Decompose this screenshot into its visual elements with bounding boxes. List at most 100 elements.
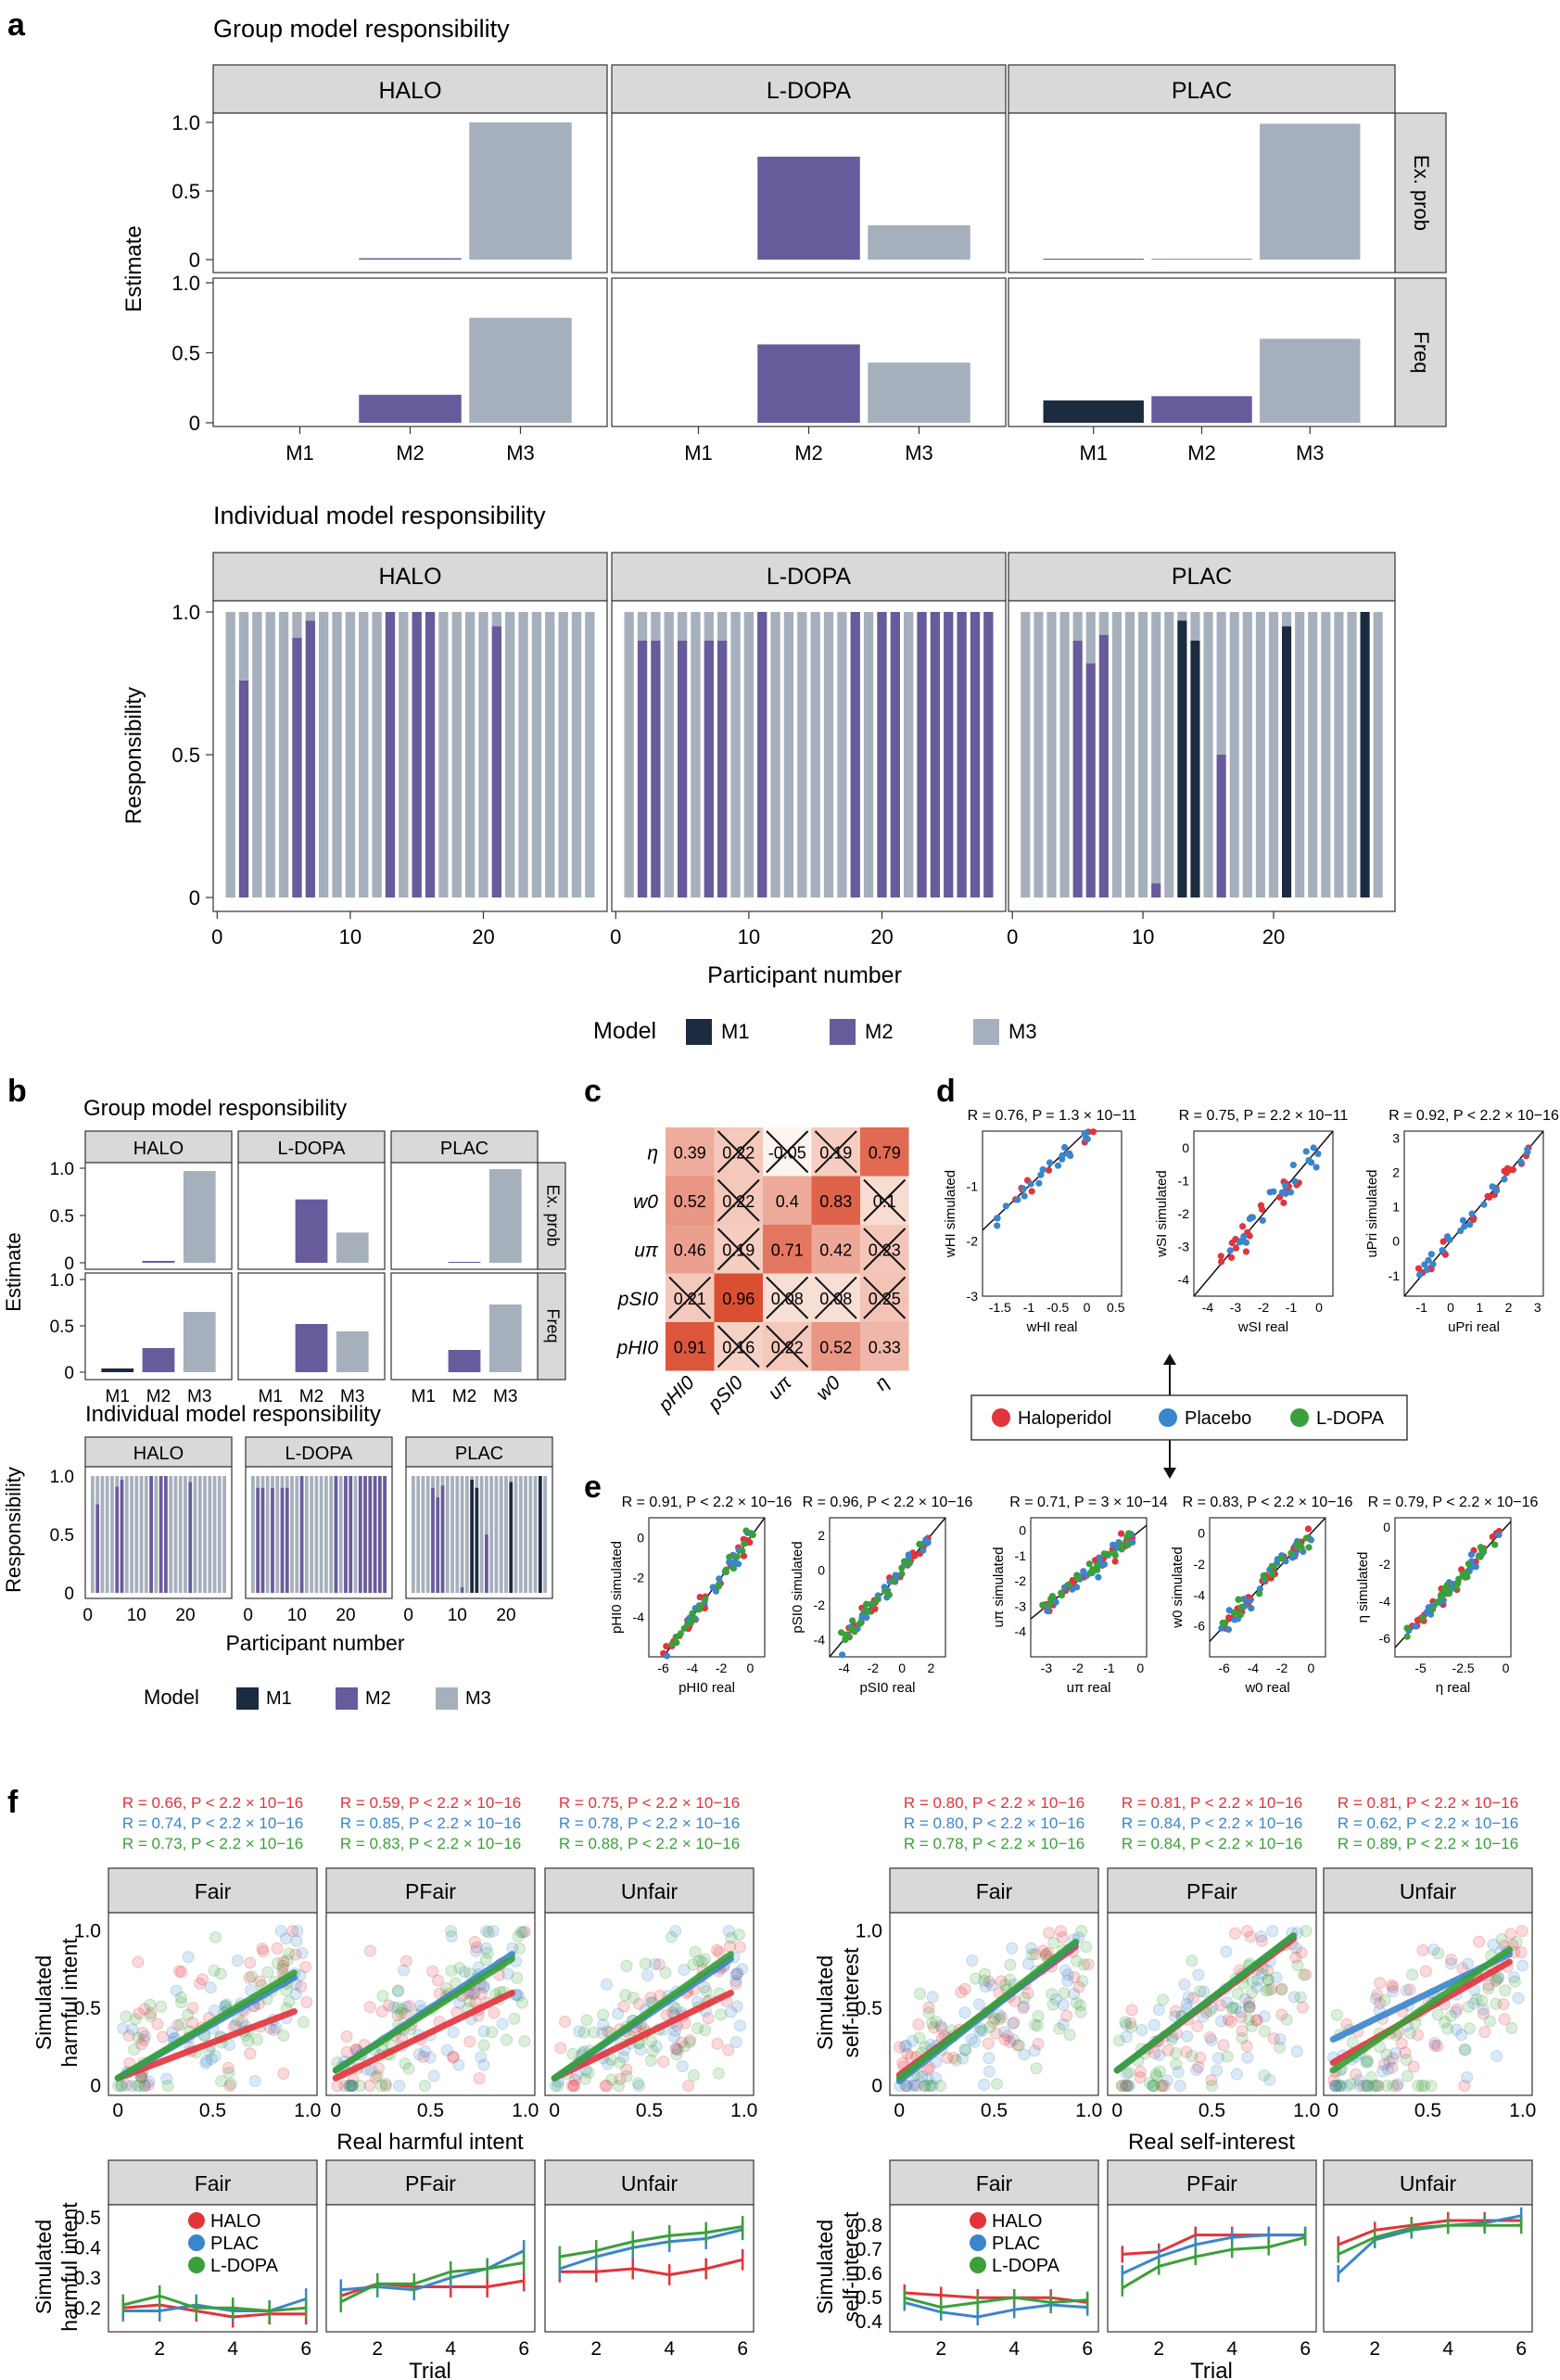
bar-b-L-DOPA-p8-M3 (285, 1476, 289, 1488)
f-self-point (1025, 1948, 1038, 1961)
f-harm-point (565, 2080, 578, 2093)
f-harm-point (383, 1999, 396, 2012)
bar-L-DOPA-p8-M3 (717, 612, 728, 641)
f-self-point (1182, 1991, 1195, 2004)
heat-row-label: pSI0 (617, 1289, 659, 1310)
f-harm-point (601, 2025, 614, 2038)
bar-b-L-DOPA-p28-M2 (383, 1476, 387, 1593)
heat-value: 0.79 (869, 1143, 901, 1162)
e2-ylabel: uπ simulated (991, 1546, 1007, 1627)
f-harm-point (619, 1989, 632, 2002)
bar-L-DOPA-p3-M3 (651, 612, 661, 641)
f-harm-point (267, 2023, 280, 2036)
bar-b-L-DOPA-Ex. prob-M2 (295, 1199, 328, 1263)
f-harm-point (276, 1963, 289, 1976)
strip-L-DOPA (611, 64, 1007, 114)
f-self-trial-legend-dot-1 (970, 2234, 986, 2251)
bar-PLAC-p24-M3 (1321, 612, 1331, 897)
e2-point-plac (1080, 1568, 1087, 1575)
f-self-point (934, 2080, 947, 2093)
f-self-stat-PFair-0: R = 0.81, P < 2.2 × 10−16 (1122, 1794, 1302, 1812)
f-harm-fit-2 (332, 1955, 515, 2074)
f-harm-fit-2 (114, 1969, 298, 2081)
bar-HALO-p25-M3 (545, 612, 555, 897)
f-self-point (1032, 2010, 1045, 2023)
f-self-trial-ytick: 0.5 (856, 2287, 882, 2309)
bar-PLAC-p14-M3 (1190, 612, 1200, 641)
f-self-point (1221, 2050, 1234, 2063)
f-harm-point (331, 2080, 344, 2093)
e4-point-plac (1467, 1551, 1476, 1559)
f-self-point (1197, 2010, 1210, 2023)
ytick-label: 0.5 (171, 342, 200, 365)
f-harm-point (644, 2055, 657, 2068)
e0-xtick: -2 (716, 1661, 728, 1675)
f-self-point (1058, 1987, 1071, 2000)
f-self-point (1018, 1992, 1031, 2005)
f-self-fit-2 (1329, 1946, 1513, 2074)
f-self-point (1056, 1931, 1069, 1944)
f-harm-point (363, 2080, 376, 2093)
b-row-freq (537, 1272, 566, 1381)
f-harm-point (300, 1995, 313, 2008)
f-harm-point (558, 2016, 571, 2029)
bar-L-DOPA-p7-M3 (704, 612, 714, 641)
bar-b-L-DOPA-p2-M3 (256, 1476, 260, 1488)
bar-b-L-DOPA-p12-M3 (304, 1476, 309, 1593)
f-self-point (1266, 1925, 1279, 1938)
bar-b-L-DOPA-p17-M3 (329, 1476, 334, 1593)
f-harm-point (215, 2075, 228, 2088)
f-self-point (1120, 2068, 1133, 2081)
f-self-point (1333, 2080, 1346, 2093)
f-self-trial-line-HALO (904, 2291, 1088, 2304)
f-harm-point (734, 2019, 747, 2032)
f-harm-point (496, 2017, 509, 2030)
f-self-point (1462, 2001, 1475, 2014)
heat-value: 0.46 (674, 1241, 706, 1259)
f-harm-point (696, 1955, 709, 1968)
f-self-trial-legend-label-0: HALO (992, 2211, 1042, 2232)
f-self-trial-strip-label-Unfair: Unfair (1400, 2171, 1457, 2195)
f-self-point (1082, 1958, 1095, 1971)
f-harm-point (687, 1958, 700, 1971)
f-harm-point (447, 2050, 460, 2063)
f-harm-point (634, 2043, 647, 2055)
f-self-point (1258, 2010, 1271, 2023)
f-harm-point (297, 2016, 310, 2029)
d0-ytick: -1 (967, 1178, 979, 1193)
d1-point-placebo (1240, 1232, 1248, 1241)
f-self-point (1401, 2069, 1414, 2082)
f-harm-point (157, 2030, 170, 2043)
e0-xtick: 0 (746, 1661, 754, 1675)
f-harm-point (477, 2039, 490, 2052)
f-self-point (1192, 1968, 1205, 1981)
f-self-point (1364, 2070, 1377, 2083)
f-self-point (1516, 1959, 1529, 1972)
f-harm-point (473, 2072, 486, 2085)
f-self-point (1275, 1982, 1288, 1995)
f-harm-point (729, 2035, 742, 2048)
f-self-point (1160, 2074, 1173, 2087)
d1-point-placebo (1246, 1215, 1253, 1223)
f-harm-point (477, 1981, 490, 1994)
f-self-xtick: 1.0 (1075, 2100, 1102, 2121)
f-harm-point (137, 2033, 150, 2046)
f-harm-point (515, 1996, 528, 2009)
d0-point-placebo (1021, 1192, 1028, 1200)
e4-point-ldopa (1443, 1582, 1451, 1589)
bar-b-PLAC-p21-M1 (509, 1482, 514, 1593)
b-xtick-label: 20 (336, 1606, 355, 1625)
f-self-point (1512, 1992, 1525, 2005)
bar-HALO-p16-M2 (425, 612, 436, 897)
bar-b-PLAC-p15-M3 (479, 1476, 484, 1593)
f-harm-point (138, 2030, 151, 2043)
f-harm-point (475, 1987, 488, 2000)
bar-b-HALO-p7-M3 (120, 1476, 124, 1480)
f-harm-strip-label-Unfair: Unfair (621, 1879, 679, 1903)
f-harm-point (682, 2080, 695, 2093)
bar-b-HALO-p26-M3 (212, 1476, 217, 1593)
d2-xtick: 1 (1476, 1300, 1483, 1315)
f-self-point (1222, 2013, 1235, 2026)
f-self-point (983, 2020, 996, 2033)
b-strip-PLAC (390, 1130, 539, 1164)
